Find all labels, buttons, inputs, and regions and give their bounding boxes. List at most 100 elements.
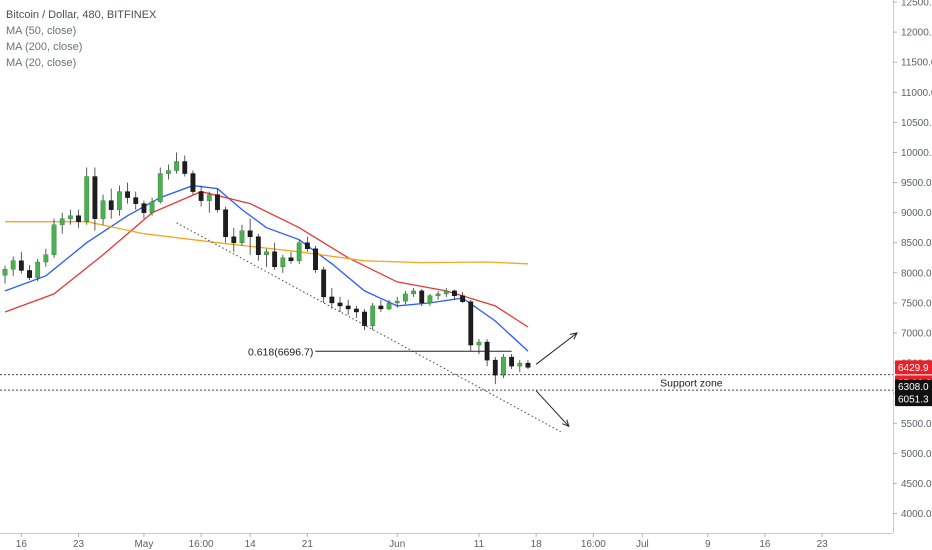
candle-body <box>345 305 351 310</box>
candle-body <box>84 176 90 222</box>
time-tick-label: 16 <box>16 539 28 550</box>
legend-symbol[interactable]: Bitcoin / Dollar, 480, BITFINEX <box>6 9 157 21</box>
candle-body <box>2 269 8 276</box>
candle-body <box>215 194 220 210</box>
candle-body <box>427 295 433 304</box>
time-tick-label: 18 <box>531 539 543 550</box>
time-tick-label: Jun <box>389 539 405 550</box>
legend-ma20[interactable]: MA (20, close) <box>6 57 77 69</box>
descending-trendline <box>176 222 561 433</box>
candle-body <box>182 161 188 174</box>
candle-body <box>223 209 229 237</box>
candle-body <box>100 200 106 219</box>
candle-body <box>133 197 139 204</box>
price-tick-label: 4000.0 <box>901 509 932 520</box>
time-tick-label: Jul <box>636 539 649 550</box>
bullish-scenario-arrow-shaft <box>535 332 578 365</box>
candle-body <box>247 230 253 237</box>
bearish-scenario-arrow-head <box>562 419 570 428</box>
candle-body <box>460 295 465 302</box>
candle-body <box>166 170 171 174</box>
candle-body <box>27 270 32 278</box>
price-tick-label: 9500.0 <box>901 178 932 189</box>
candle-body <box>337 302 343 307</box>
price-tick-label: 11000.0 <box>901 88 932 99</box>
candle-body <box>141 203 147 213</box>
candle-body <box>108 200 114 210</box>
candle-body <box>59 218 65 225</box>
candle-body <box>370 305 376 326</box>
candle-body <box>329 296 335 304</box>
time-tick-label: 21 <box>302 539 314 550</box>
support-bottom-tag-bg <box>895 392 932 407</box>
price-tick-label: 5000.0 <box>901 449 932 460</box>
legend-ma200[interactable]: MA (200, close) <box>6 41 83 53</box>
price-tick-label: 10500.0 <box>901 118 932 129</box>
candle-body <box>198 191 204 201</box>
candle-body <box>10 260 16 270</box>
candle-body <box>51 224 57 255</box>
price-tick-label: 10000.0 <box>901 148 932 159</box>
candle-body <box>321 269 327 298</box>
candle-body <box>116 191 122 210</box>
candle-body <box>419 290 425 304</box>
candle-body <box>206 194 212 201</box>
candle-body <box>476 341 482 346</box>
time-tick-label: May <box>134 539 153 550</box>
support-top-tag-bg <box>895 379 932 394</box>
chart-drawings: 0.618(6696.7) Support zone <box>0 222 893 433</box>
price-tick-label: 11500.0 <box>901 58 932 69</box>
price-tick-label: 9000.0 <box>901 208 932 219</box>
candle-body <box>435 293 441 296</box>
candle-body <box>92 176 98 219</box>
candle-body <box>353 308 359 313</box>
time-tick-label: 16:00 <box>581 539 606 550</box>
candle-body <box>411 290 416 295</box>
candle-body <box>239 230 245 243</box>
time-tick-label: 11 <box>474 539 485 550</box>
moving-average-lines <box>4 184 529 352</box>
candle-body <box>362 311 367 326</box>
price-tick-label: 4500.0 <box>901 479 932 490</box>
candle-body <box>378 305 384 310</box>
price-tick-label: 7500.0 <box>901 298 932 309</box>
candle-body <box>525 362 531 368</box>
price-tick-label: 5500.0 <box>901 419 932 430</box>
candle-body <box>452 290 457 296</box>
price-tick-label: 8000.0 <box>901 268 932 279</box>
candle-body <box>296 242 302 262</box>
last-price-tag-bg <box>895 360 932 375</box>
candle-body <box>394 300 400 304</box>
last-price-tag: 6429.9 <box>898 363 929 374</box>
chart-legend: Bitcoin / Dollar, 480, BITFINEX MA (50, … <box>6 7 156 71</box>
candle-body <box>304 242 310 249</box>
ma20-line <box>4 184 529 352</box>
bullish-scenario-arrow-head <box>570 332 578 340</box>
candle-body <box>403 293 408 302</box>
candle-body <box>35 261 41 278</box>
support-top-tag: 6308.0 <box>898 382 929 393</box>
candle-body <box>517 362 523 367</box>
support-zone-label: Support zone <box>660 377 723 389</box>
price-tick-label: 12000.0 <box>901 28 932 39</box>
candle-body <box>76 215 81 222</box>
candle-body <box>313 248 318 271</box>
candle-body <box>125 191 130 198</box>
candle-body <box>174 161 179 171</box>
price-tick-label: 12500.0 <box>901 0 932 9</box>
time-tick-label: 16:00 <box>189 539 214 550</box>
candle-body <box>157 173 163 203</box>
candle-body <box>43 254 49 263</box>
candle-body <box>501 356 506 376</box>
time-tick-label: 16 <box>759 539 771 550</box>
candle-body <box>492 359 498 376</box>
legend-ma50[interactable]: MA (50, close) <box>6 25 77 37</box>
fib-level-label: 0.618(6696.7) <box>248 346 313 358</box>
time-tick-label: 14 <box>245 539 257 550</box>
candle-body <box>255 236 261 255</box>
candle-body <box>18 260 24 271</box>
candle-body <box>509 356 515 367</box>
candle-body <box>67 215 73 219</box>
